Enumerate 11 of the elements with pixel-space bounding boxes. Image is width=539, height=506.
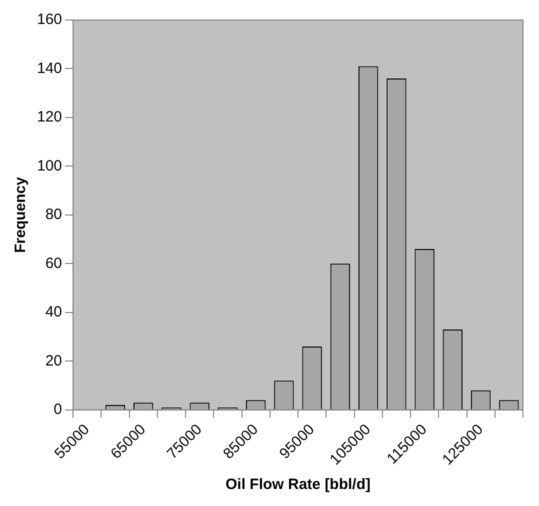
y-tick-label: 20 <box>45 352 62 370</box>
y-tick-label: 120 <box>36 108 62 126</box>
y-tick-label: 40 <box>45 304 62 321</box>
y-tick-label: 80 <box>45 206 62 224</box>
y-tick-label: 160 <box>36 11 62 28</box>
y-tick-label: 60 <box>45 254 62 272</box>
x-axis-title: Oil Flow Rate [bbl/d] <box>226 476 371 494</box>
y-tick-label: 0 <box>54 401 62 418</box>
y-tick-label: 140 <box>36 60 62 77</box>
y-axis-title: Frequency <box>12 176 30 253</box>
y-tick-label: 100 <box>36 157 62 174</box>
